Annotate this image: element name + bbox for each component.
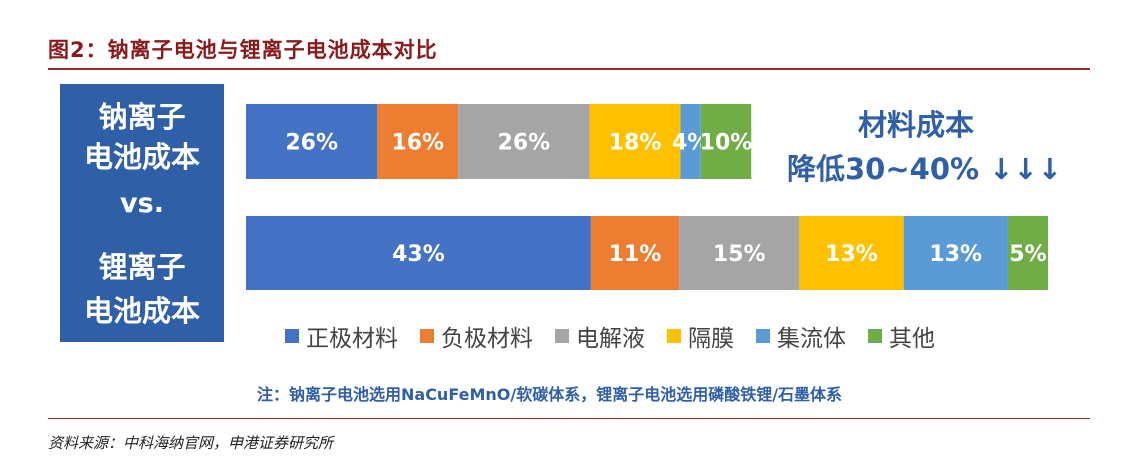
- panel-line-sodium: 钠离子: [98, 100, 186, 134]
- data-label-row1-series1: 26%: [285, 131, 338, 156]
- legend-label: 集流体: [777, 326, 846, 352]
- bar-segment-row2-series6: [1007, 216, 1048, 290]
- panel-line-sodium-cost: 电池成本: [83, 140, 200, 174]
- chart-legend: 正极材料 负极材料 电解液 隔膜 集流体 其他: [285, 319, 935, 353]
- source-citation: 资料来源：中科海纳官网，申港证券研究所: [48, 434, 334, 452]
- data-label-row2-series1: 43%: [392, 242, 445, 267]
- legend-swatch: [868, 329, 882, 343]
- legend-label: 隔膜: [688, 326, 734, 352]
- legend-swatch: [667, 329, 681, 343]
- legend-swatch: [285, 329, 299, 343]
- legend-label: 其他: [889, 326, 935, 352]
- data-label-row1-series4: 18%: [609, 131, 662, 156]
- data-label-row2-series6: 5%: [1009, 242, 1046, 267]
- data-label-row1-series3: 26%: [498, 131, 551, 156]
- bar-segment-row2-series4: [799, 216, 904, 290]
- bar-segment-row1-series3: [458, 104, 590, 179]
- panel-vs: vs.: [120, 188, 164, 219]
- chart-note: 注：钠离子电池选用NaCuFeMnO/软碳体系，锂离子电池选用磷酸铁锂/石墨体系: [257, 385, 843, 404]
- panel-line-lithium: 锂离子: [98, 250, 186, 284]
- data-label-row2-series4: 13%: [825, 242, 878, 267]
- title-divider: [48, 68, 1090, 70]
- cost-statement-line1: 材料成本: [858, 108, 975, 142]
- legend-swatch: [420, 329, 434, 343]
- bar-segment-row2-series5: [903, 216, 1008, 290]
- data-label-row2-series3: 15%: [713, 242, 766, 267]
- legend-label: 正极材料: [306, 326, 398, 352]
- panel-line-lithium-cost: 电池成本: [83, 294, 200, 328]
- figure-title: 图2：钠离子电池与锂离子电池成本对比: [48, 38, 438, 62]
- bar-segment-row1-series2: [377, 104, 459, 179]
- bar-segment-row2-series1: [246, 216, 591, 290]
- bar-segment-row1-series4: [589, 104, 681, 179]
- data-label-row1-series6: 10%: [700, 131, 753, 156]
- data-label-row1-series2: 16%: [391, 131, 444, 156]
- comparison-label-panel: 钠离子 电池成本 vs. 锂离子 电池成本: [60, 84, 224, 342]
- bar-segment-row2-series3: [679, 216, 800, 290]
- data-label-row2-series5: 13%: [929, 242, 982, 267]
- legend-label: 负极材料: [441, 326, 533, 352]
- legend-label: 电解液: [576, 326, 645, 352]
- legend-item-1: 正极材料: [285, 319, 398, 353]
- legend-swatch: [555, 329, 569, 343]
- footer-divider: [48, 418, 1090, 419]
- legend-swatch: [756, 329, 770, 343]
- legend-item-3: 电解液: [555, 319, 645, 353]
- legend-item-5: 集流体: [756, 319, 846, 353]
- bar-segment-row1-series1: [246, 104, 378, 179]
- bar-segment-row2-series2: [590, 216, 680, 290]
- bar-segment-row1-series6: [700, 104, 752, 179]
- bar-segment-row1-series5: [680, 104, 701, 179]
- cost-statement-line2: 降低30~40% ↓↓↓: [787, 152, 1063, 186]
- legend-item-4: 隔膜: [667, 319, 734, 353]
- legend-item-6: 其他: [868, 319, 935, 353]
- data-label-row2-series2: 11%: [609, 242, 662, 267]
- legend-item-2: 负极材料: [420, 319, 533, 353]
